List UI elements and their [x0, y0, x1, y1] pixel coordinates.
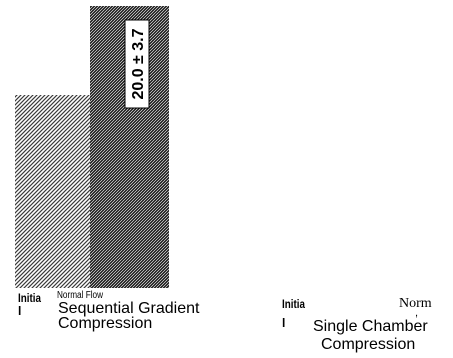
label-initial-1a: Initia — [18, 291, 41, 305]
group-label-2-line1: Single Chamber — [313, 318, 428, 335]
label-normal-flow: Normal Flow — [57, 290, 104, 301]
group-label-1-line1: Sequential Gradient — [58, 300, 200, 317]
bar-initial — [15, 95, 90, 288]
group-label-1-line2: Compression — [58, 315, 153, 332]
bar-value-box — [124, 19, 150, 109]
group-label-2-line2: Compression — [321, 336, 416, 353]
label-normal-2-mark: , — [415, 307, 419, 319]
bar-value-label: 20.0 ± 3.7 — [130, 28, 147, 99]
label-initial-1b: l — [18, 304, 22, 318]
label-initial-2a: Initia — [282, 297, 305, 311]
label-initial-2b: l — [282, 316, 286, 330]
label-normal-2: Norm — [399, 296, 432, 311]
